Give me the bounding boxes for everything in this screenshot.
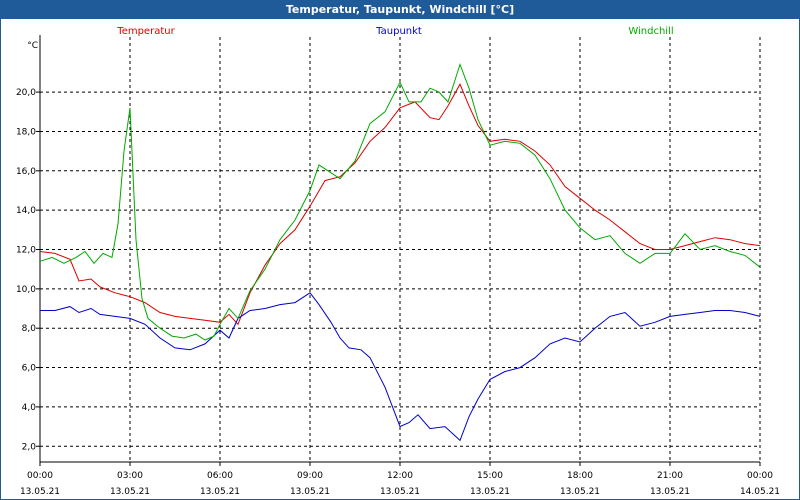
x-tick-date-label: 13.05.21 [380,487,420,497]
x-tick-date-label: 13.05.21 [110,487,150,497]
y-tick-label: 20,0 [16,88,36,98]
y-axis-unit-label: °C [27,41,38,51]
y-tick-label: 4,0 [22,403,37,413]
legend-label-taupunkt: Taupunkt [375,26,422,37]
x-tick-time-label: 06:00 [207,471,233,481]
x-tick-time-label: 15:00 [477,471,503,481]
legend-label-windchill: Windchill [628,26,673,37]
x-tick-date-label: 13.05.21 [290,487,330,497]
y-tick-label: 12,0 [16,246,36,256]
x-tick-time-label: 00:00 [27,471,53,481]
y-tick-label: 14,0 [16,206,36,216]
x-tick-time-label: 03:00 [117,471,143,481]
x-tick-time-label: 09:00 [297,471,323,481]
series-line-taupunkt [40,292,761,442]
y-tick-label: 6,0 [22,364,37,374]
x-tick-date-label: 13.05.21 [560,487,600,497]
series-line-temperatur [39,83,761,326]
x-tick-date-label: 14.05.21 [740,487,780,497]
series-line-windchill [39,62,761,341]
x-tick-time-label: 12:00 [387,471,413,481]
x-tick-date-label: 13.05.21 [470,487,510,497]
y-tick-label: 16,0 [16,167,36,177]
x-tick-time-label: 00:00 [747,471,773,481]
y-tick-label: 18,0 [16,127,36,137]
x-tick-date-label: 13.05.21 [20,487,60,497]
legend-label-temperatur: Temperatur [116,26,175,37]
y-tick-label: 10,0 [16,285,36,295]
x-tick-date-label: 13.05.21 [650,487,690,497]
window-title: Temperatur, Taupunkt, Windchill [°C] [1,1,799,19]
y-tick-label: 8,0 [22,324,37,334]
x-tick-time-label: 21:00 [657,471,683,481]
x-tick-time-label: 18:00 [567,471,593,481]
x-tick-date-label: 13.05.21 [200,487,240,497]
y-tick-label: 2,0 [22,442,37,452]
